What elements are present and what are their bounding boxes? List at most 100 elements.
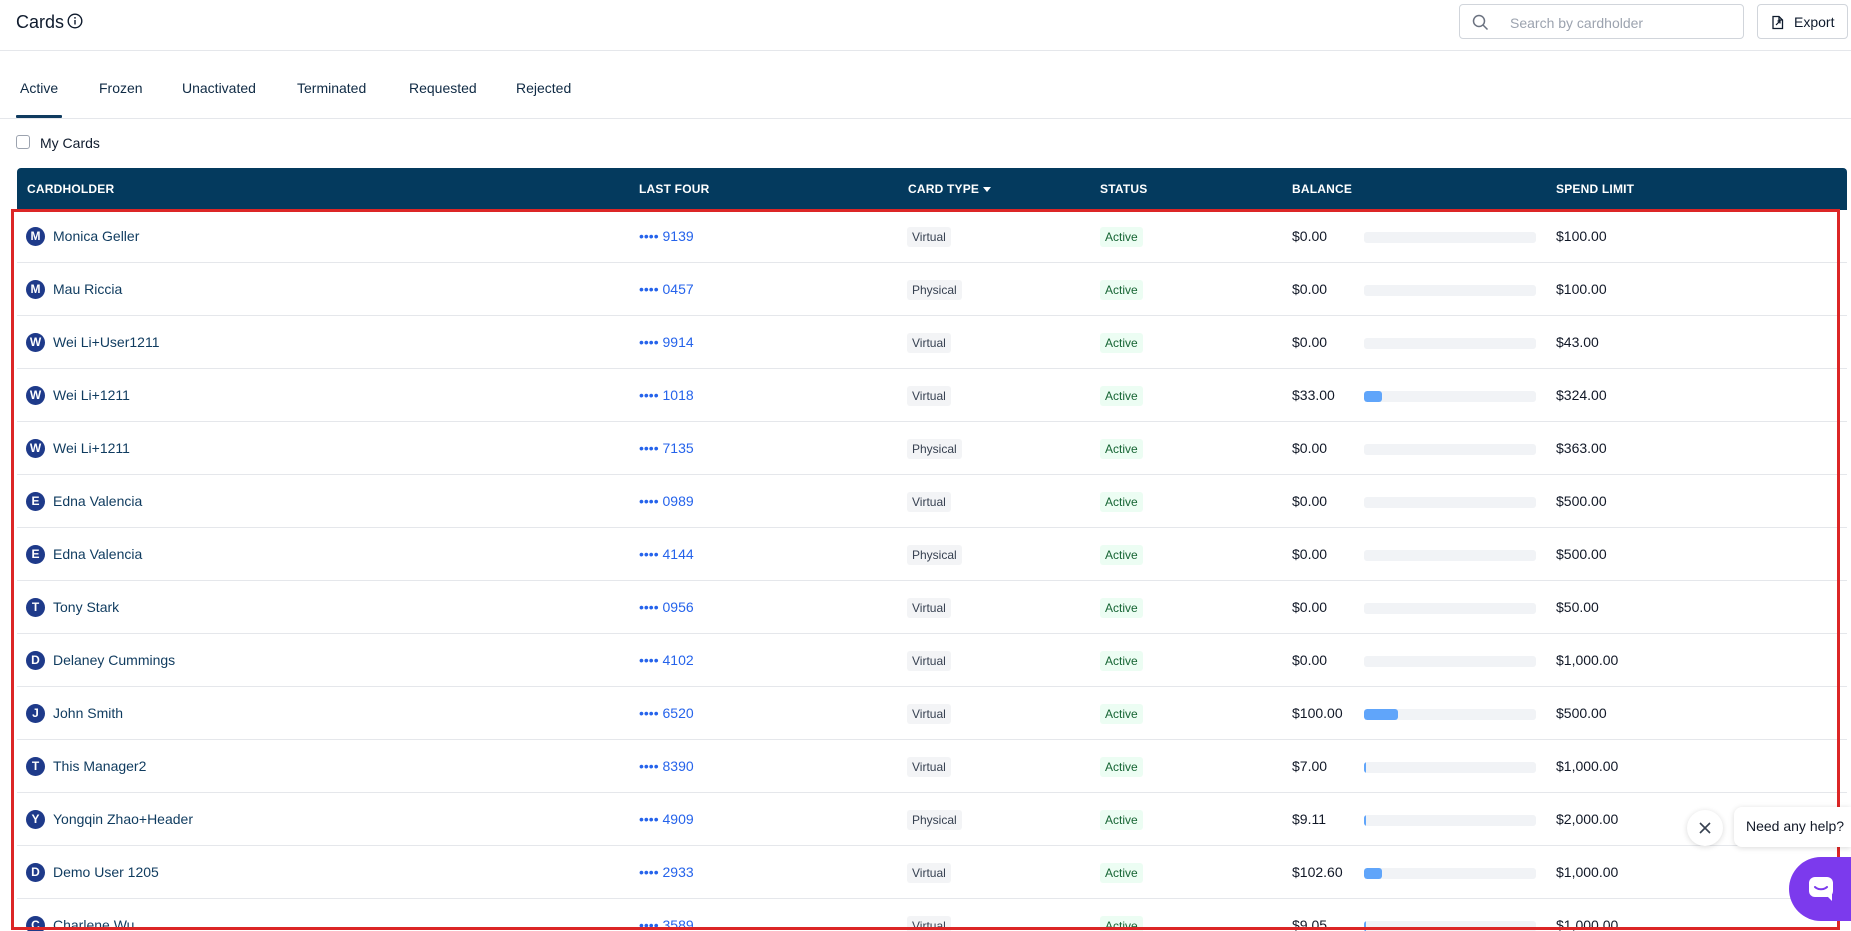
table-row[interactable]: D Demo User 1205 •••• 2933 Virtual Activ… bbox=[17, 846, 1847, 899]
table-row[interactable]: W Wei Li+User1211 •••• 9914 Virtual Acti… bbox=[17, 316, 1847, 369]
cardholder-name[interactable]: Edna Valencia bbox=[53, 546, 143, 562]
spend-limit-value: $50.00 bbox=[1556, 599, 1599, 615]
table-row[interactable]: E Edna Valencia •••• 4144 Physical Activ… bbox=[17, 528, 1847, 581]
status-badge: Active bbox=[1100, 227, 1143, 247]
card-type-badge: Physical bbox=[907, 810, 962, 830]
table-row[interactable]: W Wei Li+1211 •••• 7135 Physical Active … bbox=[17, 422, 1847, 475]
table-row[interactable]: D Delaney Cummings •••• 4102 Virtual Act… bbox=[17, 634, 1847, 687]
cardholder-name[interactable]: Wei Li+1211 bbox=[53, 440, 130, 456]
tab-unactivated[interactable]: Unactivated bbox=[182, 80, 256, 96]
table-row[interactable]: T This Manager2 •••• 8390 Virtual Active… bbox=[17, 740, 1847, 793]
spend-limit-value: $500.00 bbox=[1556, 546, 1607, 562]
table-row[interactable]: C Charlene Wu •••• 3589 Virtual Active $… bbox=[17, 899, 1847, 931]
spend-limit-value: $1,000.00 bbox=[1556, 864, 1619, 880]
card-last-four[interactable]: •••• 9139 bbox=[639, 228, 694, 244]
balance-value: $9.11 bbox=[1292, 811, 1326, 827]
card-last-four[interactable]: •••• 1018 bbox=[639, 387, 694, 403]
column-header-cardholder[interactable]: CARDHOLDER bbox=[27, 182, 115, 196]
cardholder-name[interactable]: Demo User 1205 bbox=[53, 864, 159, 880]
cardholder-name[interactable]: Tony Stark bbox=[53, 599, 120, 615]
table-row[interactable]: W Wei Li+1211 •••• 1018 Virtual Active $… bbox=[17, 369, 1847, 422]
table-row[interactable]: J John Smith •••• 6520 Virtual Active $1… bbox=[17, 687, 1847, 740]
card-last-four[interactable]: •••• 4144 bbox=[639, 546, 694, 562]
table-row[interactable]: Y Yongqin Zhao+Header •••• 4909 Physical… bbox=[17, 793, 1847, 846]
avatar: E bbox=[26, 545, 45, 564]
cardholder-name[interactable]: This Manager2 bbox=[53, 758, 147, 774]
status-badge: Active bbox=[1100, 386, 1143, 406]
cardholder-name[interactable]: Mau Riccia bbox=[53, 281, 123, 297]
card-last-four[interactable]: •••• 4909 bbox=[639, 811, 694, 827]
column-header-status[interactable]: STATUS bbox=[1100, 182, 1148, 196]
status-badge: Active bbox=[1100, 598, 1143, 618]
status-badge: Active bbox=[1100, 810, 1143, 830]
help-close-button[interactable] bbox=[1687, 810, 1723, 846]
sort-arrow-icon bbox=[983, 187, 992, 193]
my-cards-checkbox[interactable] bbox=[16, 135, 30, 149]
status-badge: Active bbox=[1100, 916, 1143, 931]
card-last-four[interactable]: •••• 8390 bbox=[639, 758, 694, 774]
card-type-badge: Physical bbox=[907, 280, 962, 300]
card-last-four[interactable]: •••• 6520 bbox=[639, 705, 694, 721]
tab-requested[interactable]: Requested bbox=[409, 80, 477, 96]
tab-frozen[interactable]: Frozen bbox=[99, 80, 143, 96]
usage-bar-fill bbox=[1364, 815, 1366, 826]
balance-value: $9.05 bbox=[1292, 917, 1328, 931]
card-last-four[interactable]: •••• 2933 bbox=[639, 864, 694, 880]
balance-value: $100.00 bbox=[1292, 705, 1343, 721]
column-header-card-type[interactable]: CARD TYPE bbox=[908, 182, 992, 196]
column-header-last-four[interactable]: LAST FOUR bbox=[639, 182, 710, 196]
card-last-four[interactable]: •••• 0989 bbox=[639, 493, 694, 509]
card-type-badge: Virtual bbox=[907, 757, 951, 777]
usage-bar bbox=[1364, 709, 1536, 720]
table-row[interactable]: M Mau Riccia •••• 0457 Physical Active $… bbox=[17, 263, 1847, 316]
column-header-card-type-label: CARD TYPE bbox=[908, 182, 980, 196]
usage-bar bbox=[1364, 815, 1536, 826]
help-bubble[interactable]: Need any help? bbox=[1734, 807, 1851, 847]
usage-bar bbox=[1364, 391, 1536, 402]
card-last-four[interactable]: •••• 4102 bbox=[639, 652, 694, 668]
export-icon bbox=[1772, 15, 1784, 30]
table-row[interactable]: M Monica Geller •••• 9139 Virtual Active… bbox=[17, 210, 1847, 263]
card-last-four[interactable]: •••• 0956 bbox=[639, 599, 694, 615]
cardholder-name[interactable]: Wei Li+1211 bbox=[53, 387, 130, 403]
balance-value: $0.00 bbox=[1292, 281, 1328, 297]
info-icon[interactable] bbox=[67, 13, 83, 29]
avatar: T bbox=[26, 757, 45, 776]
cardholder-name[interactable]: John Smith bbox=[53, 705, 124, 721]
spend-limit-value: $500.00 bbox=[1556, 705, 1607, 721]
cardholder-name[interactable]: Delaney Cummings bbox=[53, 652, 176, 668]
card-last-four[interactable]: •••• 0457 bbox=[639, 281, 694, 297]
card-last-four[interactable]: •••• 3589 bbox=[639, 917, 694, 931]
export-button[interactable]: Export bbox=[1757, 4, 1848, 39]
chat-launcher-button[interactable] bbox=[1789, 857, 1851, 921]
spend-limit-value: $500.00 bbox=[1556, 493, 1607, 509]
cardholder-name[interactable]: Charlene Wu bbox=[53, 917, 135, 931]
card-type-badge: Physical bbox=[907, 439, 962, 459]
status-badge: Active bbox=[1100, 863, 1143, 883]
table-row[interactable]: T Tony Stark •••• 0956 Virtual Active $0… bbox=[17, 581, 1847, 634]
balance-value: $0.00 bbox=[1292, 228, 1328, 244]
status-tabs: Active Frozen Unactivated Terminated Req… bbox=[0, 52, 1851, 119]
table-row[interactable]: E Edna Valencia •••• 0989 Virtual Active… bbox=[17, 475, 1847, 528]
tab-terminated[interactable]: Terminated bbox=[297, 80, 367, 96]
card-last-four[interactable]: •••• 9914 bbox=[639, 334, 694, 350]
usage-bar bbox=[1364, 497, 1536, 508]
cardholder-name[interactable]: Edna Valencia bbox=[53, 493, 143, 509]
balance-value: $0.00 bbox=[1292, 546, 1328, 562]
avatar: J bbox=[26, 704, 45, 723]
status-badge: Active bbox=[1100, 333, 1143, 353]
cardholder-name[interactable]: Wei Li+User1211 bbox=[53, 334, 160, 350]
status-badge: Active bbox=[1100, 704, 1143, 724]
column-header-spend-limit[interactable]: SPEND LIMIT bbox=[1556, 182, 1635, 196]
tab-active[interactable]: Active bbox=[20, 80, 59, 96]
cardholder-name[interactable]: Monica Geller bbox=[53, 228, 140, 244]
column-header-balance[interactable]: BALANCE bbox=[1292, 182, 1353, 196]
search-icon bbox=[1472, 14, 1489, 31]
search-box[interactable] bbox=[1459, 4, 1744, 39]
search-input[interactable] bbox=[1508, 11, 1737, 35]
cardholder-name[interactable]: Yongqin Zhao+Header bbox=[53, 811, 193, 827]
status-badge: Active bbox=[1100, 545, 1143, 565]
card-last-four[interactable]: •••• 7135 bbox=[639, 440, 694, 456]
spend-limit-value: $324.00 bbox=[1556, 387, 1607, 403]
tab-rejected[interactable]: Rejected bbox=[516, 80, 572, 96]
